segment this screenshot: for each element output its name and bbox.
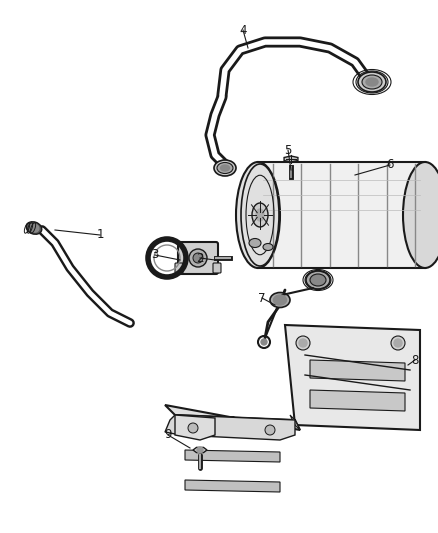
Ellipse shape xyxy=(270,293,290,308)
Text: 8: 8 xyxy=(411,353,419,367)
Ellipse shape xyxy=(263,244,273,251)
Polygon shape xyxy=(310,390,405,411)
FancyBboxPatch shape xyxy=(213,263,221,273)
Ellipse shape xyxy=(214,160,236,176)
Polygon shape xyxy=(290,415,300,430)
FancyBboxPatch shape xyxy=(258,162,425,268)
Ellipse shape xyxy=(310,274,326,286)
Ellipse shape xyxy=(252,203,268,227)
Text: 7: 7 xyxy=(258,292,266,304)
Circle shape xyxy=(394,339,402,347)
Ellipse shape xyxy=(26,222,42,235)
Ellipse shape xyxy=(217,163,233,174)
FancyBboxPatch shape xyxy=(175,263,183,273)
Circle shape xyxy=(296,336,310,350)
Text: 3: 3 xyxy=(151,248,159,262)
Text: 2: 2 xyxy=(196,252,204,264)
Polygon shape xyxy=(165,415,295,440)
Ellipse shape xyxy=(358,72,386,92)
Ellipse shape xyxy=(220,165,230,171)
Ellipse shape xyxy=(236,162,280,268)
Circle shape xyxy=(188,423,198,433)
Polygon shape xyxy=(284,156,298,162)
Text: 1: 1 xyxy=(96,229,104,241)
Polygon shape xyxy=(175,415,215,440)
Ellipse shape xyxy=(362,75,382,89)
Ellipse shape xyxy=(403,162,438,268)
Polygon shape xyxy=(165,405,300,430)
Ellipse shape xyxy=(256,209,264,221)
Polygon shape xyxy=(193,447,207,453)
Ellipse shape xyxy=(29,224,39,232)
Text: 9: 9 xyxy=(164,429,172,441)
Circle shape xyxy=(299,339,307,347)
Ellipse shape xyxy=(306,271,330,289)
Circle shape xyxy=(391,336,405,350)
Text: 4: 4 xyxy=(239,23,247,36)
Ellipse shape xyxy=(366,78,378,86)
Text: 6: 6 xyxy=(386,158,394,172)
Ellipse shape xyxy=(273,295,286,305)
Text: 5: 5 xyxy=(284,143,292,157)
Polygon shape xyxy=(185,450,280,462)
FancyBboxPatch shape xyxy=(178,242,218,274)
Circle shape xyxy=(193,253,203,263)
Polygon shape xyxy=(285,325,420,430)
Circle shape xyxy=(189,249,207,267)
Circle shape xyxy=(185,423,195,433)
Circle shape xyxy=(265,425,275,435)
Polygon shape xyxy=(310,360,405,381)
Ellipse shape xyxy=(249,238,261,247)
Circle shape xyxy=(197,447,203,453)
Circle shape xyxy=(261,339,267,345)
Polygon shape xyxy=(185,480,280,492)
